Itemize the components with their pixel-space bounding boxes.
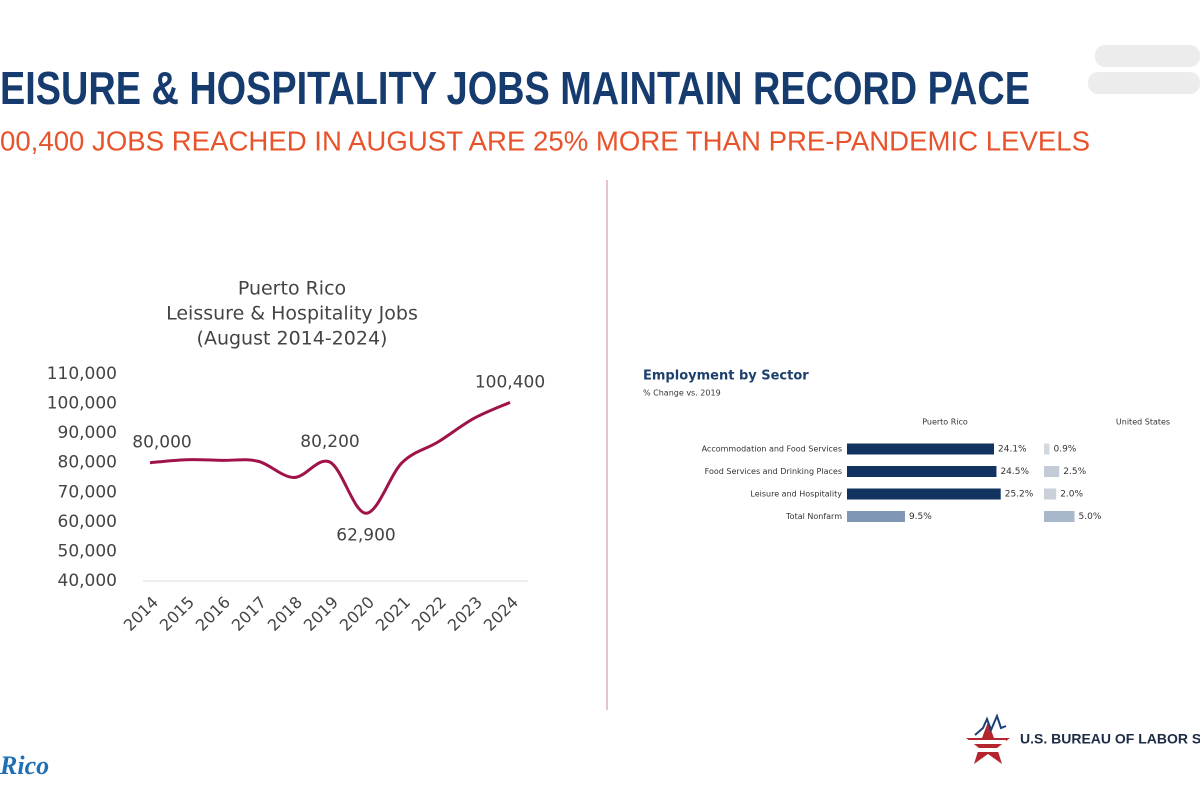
x-tick-label: 2016 xyxy=(192,593,234,635)
y-tick-label: 80,000 xyxy=(58,453,117,473)
y-tick-label: 90,000 xyxy=(58,423,117,443)
bar xyxy=(1044,443,1050,455)
data-label: 80,000 xyxy=(132,433,191,453)
footer-logo: U.S. BUREAU OF LABOR STA xyxy=(1020,731,1200,747)
data-label: 0.9% xyxy=(1053,445,1076,455)
bar xyxy=(847,488,1001,500)
chart-subtitle: % Change vs. 2019 xyxy=(643,389,721,398)
y-tick-label: 40,000 xyxy=(58,571,117,591)
data-label: 9.5% xyxy=(909,512,932,522)
data-label: 24.1% xyxy=(998,445,1027,455)
x-tick-label: 2023 xyxy=(444,593,486,635)
bar xyxy=(1044,488,1057,500)
x-tick-label: 2014 xyxy=(120,593,162,635)
data-label: 25.2% xyxy=(1005,490,1034,500)
chart-title: Employment by Sector xyxy=(643,369,809,384)
y-tick-label: 110,000 xyxy=(47,364,117,384)
chart-title: Puerto Rico xyxy=(238,278,346,300)
bar xyxy=(1044,466,1060,477)
category-label: Total Nonfarm xyxy=(785,512,842,521)
x-tick-label: 2019 xyxy=(300,593,342,635)
x-tick-label: 2018 xyxy=(264,593,306,635)
decor xyxy=(1095,45,1200,67)
data-label: 2.0% xyxy=(1060,490,1083,500)
chart-title: Leissure & Hospitality Jobs xyxy=(166,303,418,325)
legend-entry: United States xyxy=(1116,418,1170,427)
y-tick-label: 70,000 xyxy=(58,482,117,502)
data-label: 2.5% xyxy=(1063,467,1086,477)
y-tick-label: 60,000 xyxy=(58,512,117,532)
bar xyxy=(847,443,995,455)
x-tick-label: 2021 xyxy=(372,593,414,635)
data-label: 24.5% xyxy=(1000,467,1029,477)
slide-subtitle: 00,400 JOBS REACHED IN AUGUST ARE 25% MO… xyxy=(0,125,1090,156)
data-label: 80,200 xyxy=(300,432,359,452)
x-tick-label: 2017 xyxy=(228,593,270,635)
y-tick-label: 100,000 xyxy=(47,394,117,414)
slide-title: EISURE & HOSPITALITY JOBS MAINTAIN RECOR… xyxy=(0,62,1030,114)
bls-logo xyxy=(966,713,1010,764)
data-label: 5.0% xyxy=(1079,512,1102,522)
category-label: Leisure and Hospitality xyxy=(750,490,842,499)
legend-entry: Puerto Rico xyxy=(922,418,968,427)
chart-title: (August 2014-2024) xyxy=(197,328,388,350)
corner-logo: Rico xyxy=(0,751,49,780)
x-tick-label: 2020 xyxy=(336,593,378,635)
category-label: Accommodation and Food Services xyxy=(702,445,842,454)
y-tick-label: 50,000 xyxy=(58,541,117,561)
x-tick-label: 2022 xyxy=(408,593,450,635)
x-tick-label: 2024 xyxy=(480,593,522,635)
data-label: 62,900 xyxy=(336,525,395,545)
category-label: Food Services and Drinking Places xyxy=(705,467,842,476)
decor xyxy=(1088,72,1200,94)
bar xyxy=(1044,511,1075,522)
bar xyxy=(847,511,905,522)
line xyxy=(149,401,511,515)
x-tick-label: 2015 xyxy=(156,593,198,635)
bar xyxy=(847,466,997,477)
data-label: 100,400 xyxy=(475,372,545,392)
